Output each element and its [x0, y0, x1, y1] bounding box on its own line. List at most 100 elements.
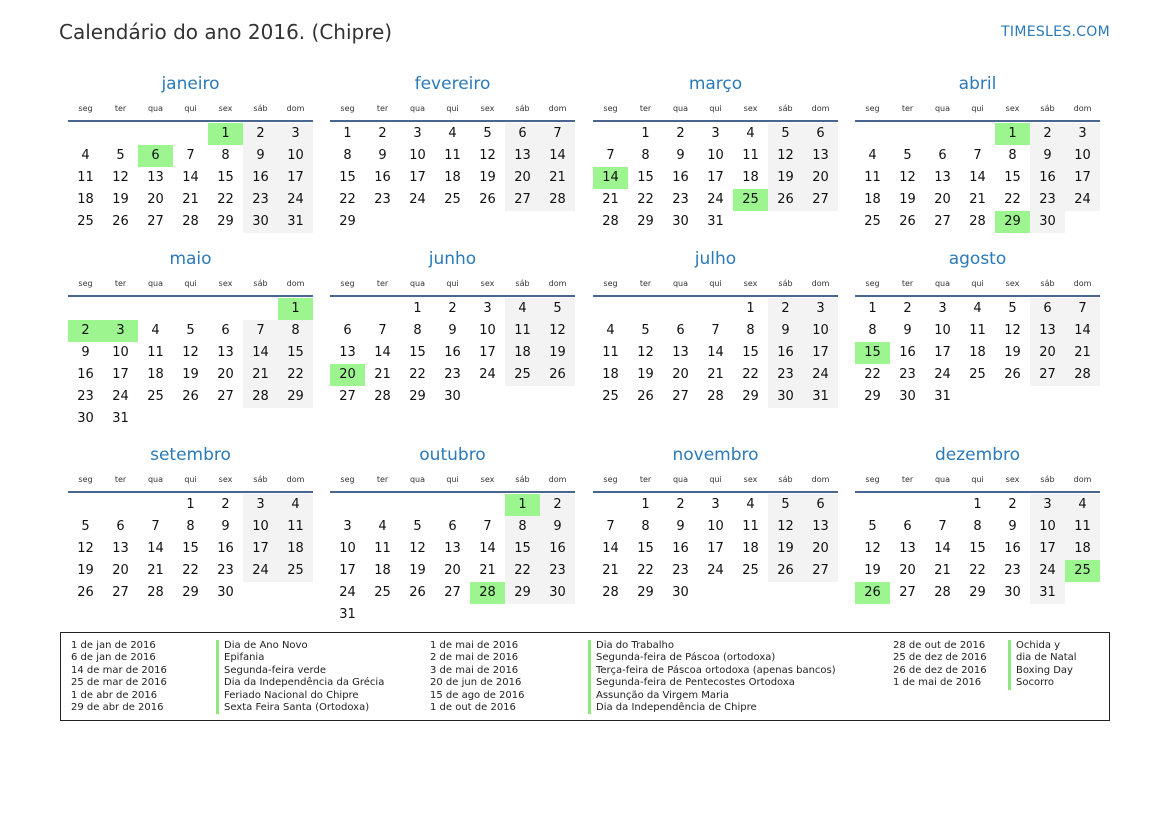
- day-cell: 24: [243, 560, 278, 582]
- weekday-label: qui: [446, 279, 459, 288]
- day-cell: 12: [899, 170, 916, 185]
- weekday-label: ter: [114, 104, 127, 113]
- day-cell: 15: [969, 541, 986, 556]
- day-cell: 27: [147, 214, 164, 229]
- day-cell: 4: [606, 323, 615, 338]
- day-cell: 11: [969, 323, 986, 338]
- day-cell: 23: [77, 389, 94, 404]
- day-cell: 23: [444, 367, 461, 382]
- month-name: novembro: [672, 445, 759, 465]
- weekday-label: qui: [709, 104, 722, 113]
- legend-date: 1 de jan de 2016: [71, 640, 156, 651]
- legend-holiday-name: Segunda-feira de Pentecostes Ortodoxa: [588, 677, 836, 690]
- day-cell: 31: [1030, 582, 1065, 604]
- weekday-header: seg ter qua qui sex sáb dom: [68, 469, 313, 493]
- day-cell: 29: [742, 389, 759, 404]
- weekday-label: sex: [743, 475, 758, 484]
- day-cell: 27: [899, 585, 916, 600]
- day-cell: 9: [221, 519, 230, 534]
- legend-holiday-name: Feriado Nacional do Chipre: [216, 689, 384, 702]
- month-novembro: novembro seg ter qua qui sex sáb dom 1 2 3 4 5 6 7 8 9 10…: [593, 443, 838, 604]
- weekday-label: dom: [548, 279, 567, 288]
- weekday-label: dom: [286, 279, 305, 288]
- week-row: 4 5 6 7 8 9 10: [593, 320, 838, 342]
- day-cell: 16: [540, 538, 575, 560]
- week-row: 23 24 25 26 27 28 29: [68, 386, 313, 408]
- day-cell: 19: [112, 192, 129, 207]
- month-setembro: setembro seg ter qua qui sex sáb dom 1 2 3 4 5 6 7 8 9 10…: [68, 443, 313, 604]
- day-cell: 24: [1065, 189, 1100, 211]
- empty-cell: [855, 123, 890, 145]
- day-cell: 17: [707, 541, 724, 556]
- weekday-label: ter: [114, 475, 127, 484]
- empty-cell: [593, 298, 628, 320]
- day-cell: 16: [672, 170, 689, 185]
- weekday-header: seg ter qua qui sex sáb dom: [593, 98, 838, 122]
- day-cell: 12: [637, 345, 654, 360]
- day-cell: 3: [413, 126, 422, 141]
- day-cell: 8: [641, 519, 650, 534]
- day-cell: 26: [1004, 367, 1021, 382]
- day-cell: 12: [864, 541, 881, 556]
- day-cell: 23: [217, 563, 234, 578]
- day-cell: 27: [803, 189, 838, 211]
- day-cell: 7: [938, 519, 947, 534]
- day-cell: 13: [444, 541, 461, 556]
- legend-dates-col-3: 28 de out de 2016 25 de dez de 2016 26 de …: [893, 640, 987, 690]
- weekday-label: seg: [78, 279, 93, 288]
- day-cell: 12: [768, 516, 803, 538]
- day-cell: 30: [672, 585, 689, 600]
- day-cell: 22: [217, 192, 234, 207]
- legend-holiday-name: Dia do Trabalho: [588, 640, 836, 653]
- weekday-label: qui: [971, 475, 984, 484]
- weekday-label: sex: [480, 475, 495, 484]
- month-agosto: agosto seg ter qua qui sex sáb dom 1 2 3 4 5 6 7 8 9 10 11…: [855, 247, 1100, 408]
- weekday-label: qua: [672, 104, 689, 113]
- weekday-label: sáb: [253, 279, 268, 288]
- weekday-label: sex: [1005, 475, 1020, 484]
- brand-link[interactable]: TIMESLES.COM: [1001, 24, 1110, 40]
- day-cell: 20: [147, 192, 164, 207]
- legend-date: 2 de mai de 2016: [430, 652, 519, 664]
- day-cell: 8: [1008, 148, 1017, 163]
- day-cell: 6: [803, 123, 838, 145]
- day-cell: 30: [899, 389, 916, 404]
- day-cell: 29: [969, 585, 986, 600]
- legend-date: 1 de mai de 2016: [430, 640, 519, 651]
- day-cell: 2: [1030, 123, 1065, 145]
- day-cell: 11: [742, 519, 759, 534]
- empty-cell: [698, 298, 733, 320]
- day-cell: 7: [606, 148, 615, 163]
- day-cell: 27: [217, 389, 234, 404]
- day-cell: 19: [864, 563, 881, 578]
- day-cell: 25: [969, 367, 986, 382]
- day-cell: 28: [602, 214, 619, 229]
- day-cell: 10: [243, 516, 278, 538]
- day-cell: 16: [243, 167, 278, 189]
- week-row: 18 19 20 21 22 23 24: [855, 189, 1100, 211]
- day-cell: 29: [505, 582, 540, 604]
- day-cell: 11: [602, 345, 619, 360]
- day-cell: 15: [278, 342, 313, 364]
- day-cell: 4: [378, 519, 387, 534]
- weekday-label: sex: [480, 104, 495, 113]
- empty-cell: [103, 494, 138, 516]
- week-row: 15 16 17 18 19 20 21: [855, 342, 1100, 364]
- day-cell: 1: [973, 497, 982, 512]
- day-cell: 28: [602, 585, 619, 600]
- day-cell: 25: [444, 192, 461, 207]
- day-cell: 20: [330, 364, 365, 386]
- week-row: 20 21 22 23 24 25 26: [330, 364, 575, 386]
- day-cell: 5: [116, 148, 125, 163]
- empty-cell: [330, 494, 365, 516]
- day-cell: 7: [711, 323, 720, 338]
- day-cell: 13: [899, 541, 916, 556]
- week-row: 12 13 14 15 16 17 18: [855, 538, 1100, 560]
- day-cell: 16: [217, 541, 234, 556]
- day-cell: 1: [208, 123, 243, 145]
- day-cell: 11: [742, 148, 759, 163]
- day-cell: 21: [934, 563, 951, 578]
- day-cell: 3: [278, 123, 313, 145]
